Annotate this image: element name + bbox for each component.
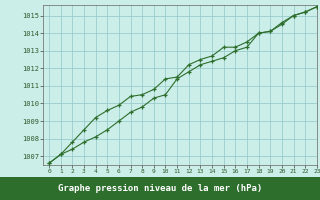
Text: Graphe pression niveau de la mer (hPa): Graphe pression niveau de la mer (hPa) xyxy=(58,184,262,193)
